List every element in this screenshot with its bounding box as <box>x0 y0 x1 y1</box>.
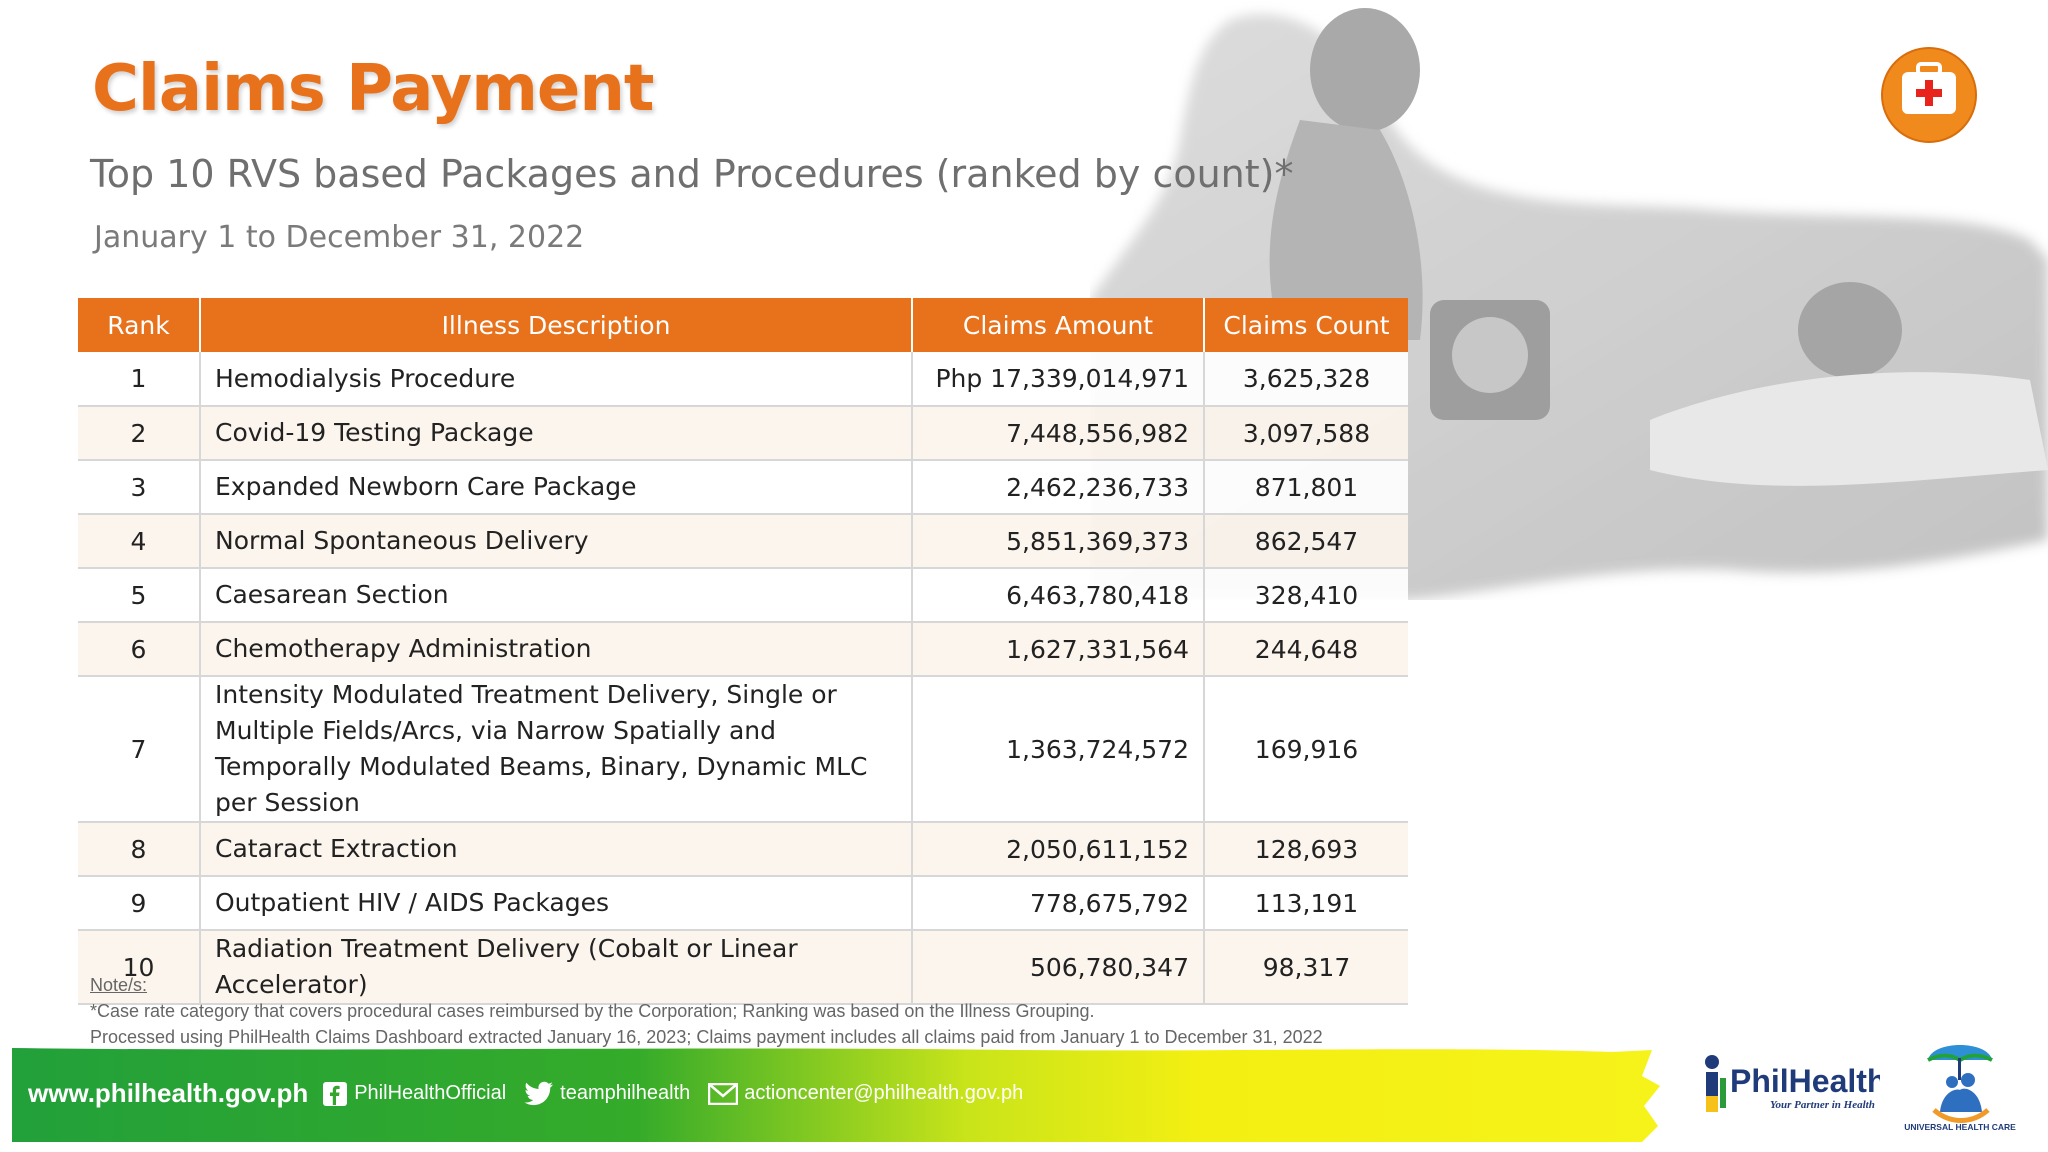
twitter-icon <box>524 1081 554 1105</box>
count-cell: 113,191 <box>1204 876 1408 931</box>
table-row: 5 Caesarean Section 6,463,780,418 328,41… <box>78 568 1408 623</box>
footnotes: Note/s: *Case rate category that covers … <box>90 972 1323 1050</box>
rank-cell: 6 <box>78 622 201 677</box>
uhc-logo-text: UNIVERSAL HEALTH CARE <box>1904 1122 2016 1132</box>
email-link[interactable]: actioncenter@philhealth.gov.ph <box>708 1082 1023 1105</box>
count-cell: 128,693 <box>1204 822 1408 877</box>
page-subtitle: Top 10 RVS based Packages and Procedures… <box>90 152 1294 196</box>
universal-health-care-logo: UNIVERSAL HEALTH CARE <box>1904 1045 2016 1132</box>
footer-contacts: www.philhealth.gov.ph PhilHealthOfficial… <box>28 1078 1041 1109</box>
rank-cell: 1 <box>78 352 201 407</box>
description-cell: Covid-19 Testing Package <box>200 406 913 461</box>
twitter-link[interactable]: teamphilhealth <box>524 1081 690 1107</box>
table-row: 2 Covid-19 Testing Package 7,448,556,982… <box>78 406 1408 461</box>
count-cell: 871,801 <box>1204 460 1408 515</box>
note-line-2: Processed using PhilHealth Claims Dashbo… <box>90 1027 1323 1047</box>
amount-cell: 2,050,611,152 <box>912 822 1205 877</box>
philhealth-logo-name: PhilHealth <box>1730 1063 1880 1099</box>
email-address: actioncenter@philhealth.gov.ph <box>744 1082 1024 1104</box>
count-cell: 169,916 <box>1204 676 1408 823</box>
rank-cell: 4 <box>78 514 201 569</box>
twitter-handle: teamphilhealth <box>560 1082 691 1104</box>
notes-label: Note/s: <box>90 975 148 995</box>
date-range: January 1 to December 31, 2022 <box>94 220 585 255</box>
count-cell: 328,410 <box>1204 568 1408 623</box>
table-row: 6 Chemotherapy Administration 1,627,331,… <box>78 622 1408 677</box>
rank-cell: 5 <box>78 568 201 623</box>
count-cell: 862,547 <box>1204 514 1408 569</box>
amount-cell: 6,463,780,418 <box>912 568 1205 623</box>
facebook-icon <box>323 1081 348 1106</box>
amount-cell: 5,851,369,373 <box>912 514 1205 569</box>
header-amount: Claims Amount <box>912 298 1205 352</box>
amount-cell: 1,627,331,564 <box>912 622 1205 677</box>
table-row: 8 Cataract Extraction 2,050,611,152 128,… <box>78 822 1408 877</box>
header-count: Claims Count <box>1204 298 1408 352</box>
claims-table: Rank Illness Description Claims Amount C… <box>78 298 1408 1005</box>
amount-cell: 506,780,347 <box>912 930 1205 1005</box>
count-cell: 3,097,588 <box>1204 406 1408 461</box>
table-row: 7 Intensity Modulated Treatment Delivery… <box>78 676 1408 823</box>
count-cell: 98,317 <box>1204 930 1408 1005</box>
note-line-1: *Case rate category that covers procedur… <box>90 1001 1095 1021</box>
table-row: 1 Hemodialysis Procedure Php 17,339,014,… <box>78 352 1408 407</box>
table-row: 10 Radiation Treatment Delivery (Cobalt … <box>78 930 1408 1005</box>
description-cell: Hemodialysis Procedure <box>200 352 913 407</box>
header-description: Illness Description <box>200 298 913 352</box>
description-cell: Outpatient HIV / AIDS Packages <box>200 876 913 931</box>
description-cell: Intensity Modulated Treatment Delivery, … <box>200 676 913 823</box>
amount-cell: 778,675,792 <box>912 876 1205 931</box>
website-link[interactable]: www.philhealth.gov.ph <box>28 1078 309 1108</box>
description-cell: Caesarean Section <box>200 568 913 623</box>
philhealth-logo: PhilHealth Your Partner in Health <box>1705 1055 1880 1112</box>
header-rank: Rank <box>78 298 201 352</box>
description-cell: Cataract Extraction <box>200 822 913 877</box>
first-aid-kit-icon <box>1881 47 1977 143</box>
amount-cell: Php 17,339,014,971 <box>912 352 1205 407</box>
amount-cell: 7,448,556,982 <box>912 406 1205 461</box>
rank-cell: 10 <box>78 930 201 1005</box>
description-cell: Normal Spontaneous Delivery <box>200 514 913 569</box>
rank-cell: 7 <box>78 676 201 823</box>
rank-cell: 8 <box>78 822 201 877</box>
count-cell: 244,648 <box>1204 622 1408 677</box>
amount-cell: 2,462,236,733 <box>912 460 1205 515</box>
table-row: 4 Normal Spontaneous Delivery 5,851,369,… <box>78 514 1408 569</box>
page-title: Claims Payment <box>92 52 654 126</box>
facebook-link[interactable]: PhilHealthOfficial <box>322 1081 506 1107</box>
table-row: 9 Outpatient HIV / AIDS Packages 778,675… <box>78 876 1408 931</box>
envelope-icon <box>708 1082 739 1105</box>
amount-cell: 1,363,724,572 <box>912 676 1205 823</box>
rank-cell: 2 <box>78 406 201 461</box>
rank-cell: 3 <box>78 460 201 515</box>
footer-bar <box>12 1048 1660 1142</box>
description-cell: Expanded Newborn Care Package <box>200 460 913 515</box>
philhealth-logo-tagline: Your Partner in Health <box>1770 1099 1875 1111</box>
table-header-row: Rank Illness Description Claims Amount C… <box>78 298 1408 352</box>
description-cell: Chemotherapy Administration <box>200 622 913 677</box>
count-cell: 3,625,328 <box>1204 352 1408 407</box>
facebook-handle: PhilHealthOfficial <box>354 1082 507 1104</box>
table-row: 3 Expanded Newborn Care Package 2,462,23… <box>78 460 1408 515</box>
rank-cell: 9 <box>78 876 201 931</box>
description-cell: Radiation Treatment Delivery (Cobalt or … <box>200 930 913 1005</box>
